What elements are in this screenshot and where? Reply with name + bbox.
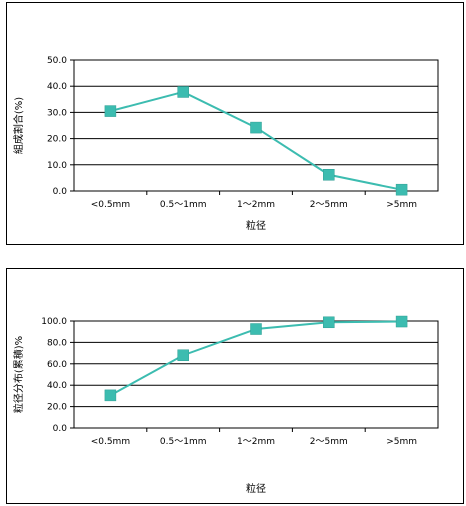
x-tick-label: <0.5mm [91,200,130,210]
y-tick-label: 10.0 [47,161,67,171]
composition-chart: 0.0 10.0 20.0 30.0 40.0 50.0 <0.5mm 0.5〜1mm 1〜2m… [12,56,439,232]
data-point [395,183,408,196]
y-tick-label: 30.0 [47,108,67,118]
data-point [177,349,189,361]
x-tick-label: <0.5mm [91,437,130,447]
y-tick-label: 80.0 [47,338,67,348]
x-tick-label: 0.5〜1mm [160,437,207,447]
x-tick-label: >5mm [386,200,417,210]
cumulative-chart-panel: 0.0 20.0 40.0 60.0 80.0 100.0 <0.5mm 0.5〜1mm 1〜2… [6,268,464,504]
y-axis-title: 組成割合(%) [12,97,25,154]
composition-chart-panel: 0.0 10.0 20.0 30.0 40.0 50.0 <0.5mm 0.5〜1mm 1〜2m… [6,2,464,245]
y-tick-label: 40.0 [47,381,67,391]
data-point [323,169,335,181]
x-tick-label: 2〜5mm [310,200,348,210]
y-tick-label: 20.0 [47,403,67,413]
data-point [104,389,117,402]
y-tick-label: 60.0 [47,360,67,370]
y-axis-title: 粒径分布(累積)% [12,336,25,413]
y-tick-label: 0.0 [53,424,68,434]
data-point [250,323,262,335]
data-point [395,315,408,328]
x-tick-label: 1〜2mm [237,437,275,447]
data-point [323,316,335,329]
x-tick-label: 1〜2mm [237,200,275,210]
data-point [104,105,117,117]
x-tick-label: >5mm [386,437,417,447]
x-tick-label: 0.5〜1mm [160,200,207,210]
cumulative-chart: 0.0 20.0 40.0 60.0 80.0 100.0 <0.5mm 0.5〜1mm 1〜2… [12,315,439,495]
plot-area [73,320,439,429]
y-tick-label: 0.0 [53,187,68,197]
y-tick-label: 20.0 [47,135,67,145]
x-axis-title: 粒径 [246,482,266,495]
x-tick-label: 2〜5mm [310,437,348,447]
data-point [250,121,262,134]
y-tick-label: 50.0 [47,56,67,66]
x-axis-title: 粒径 [246,219,266,232]
y-tick-label: 100.0 [41,317,67,327]
data-point [177,86,189,98]
y-tick-label: 40.0 [47,82,67,92]
